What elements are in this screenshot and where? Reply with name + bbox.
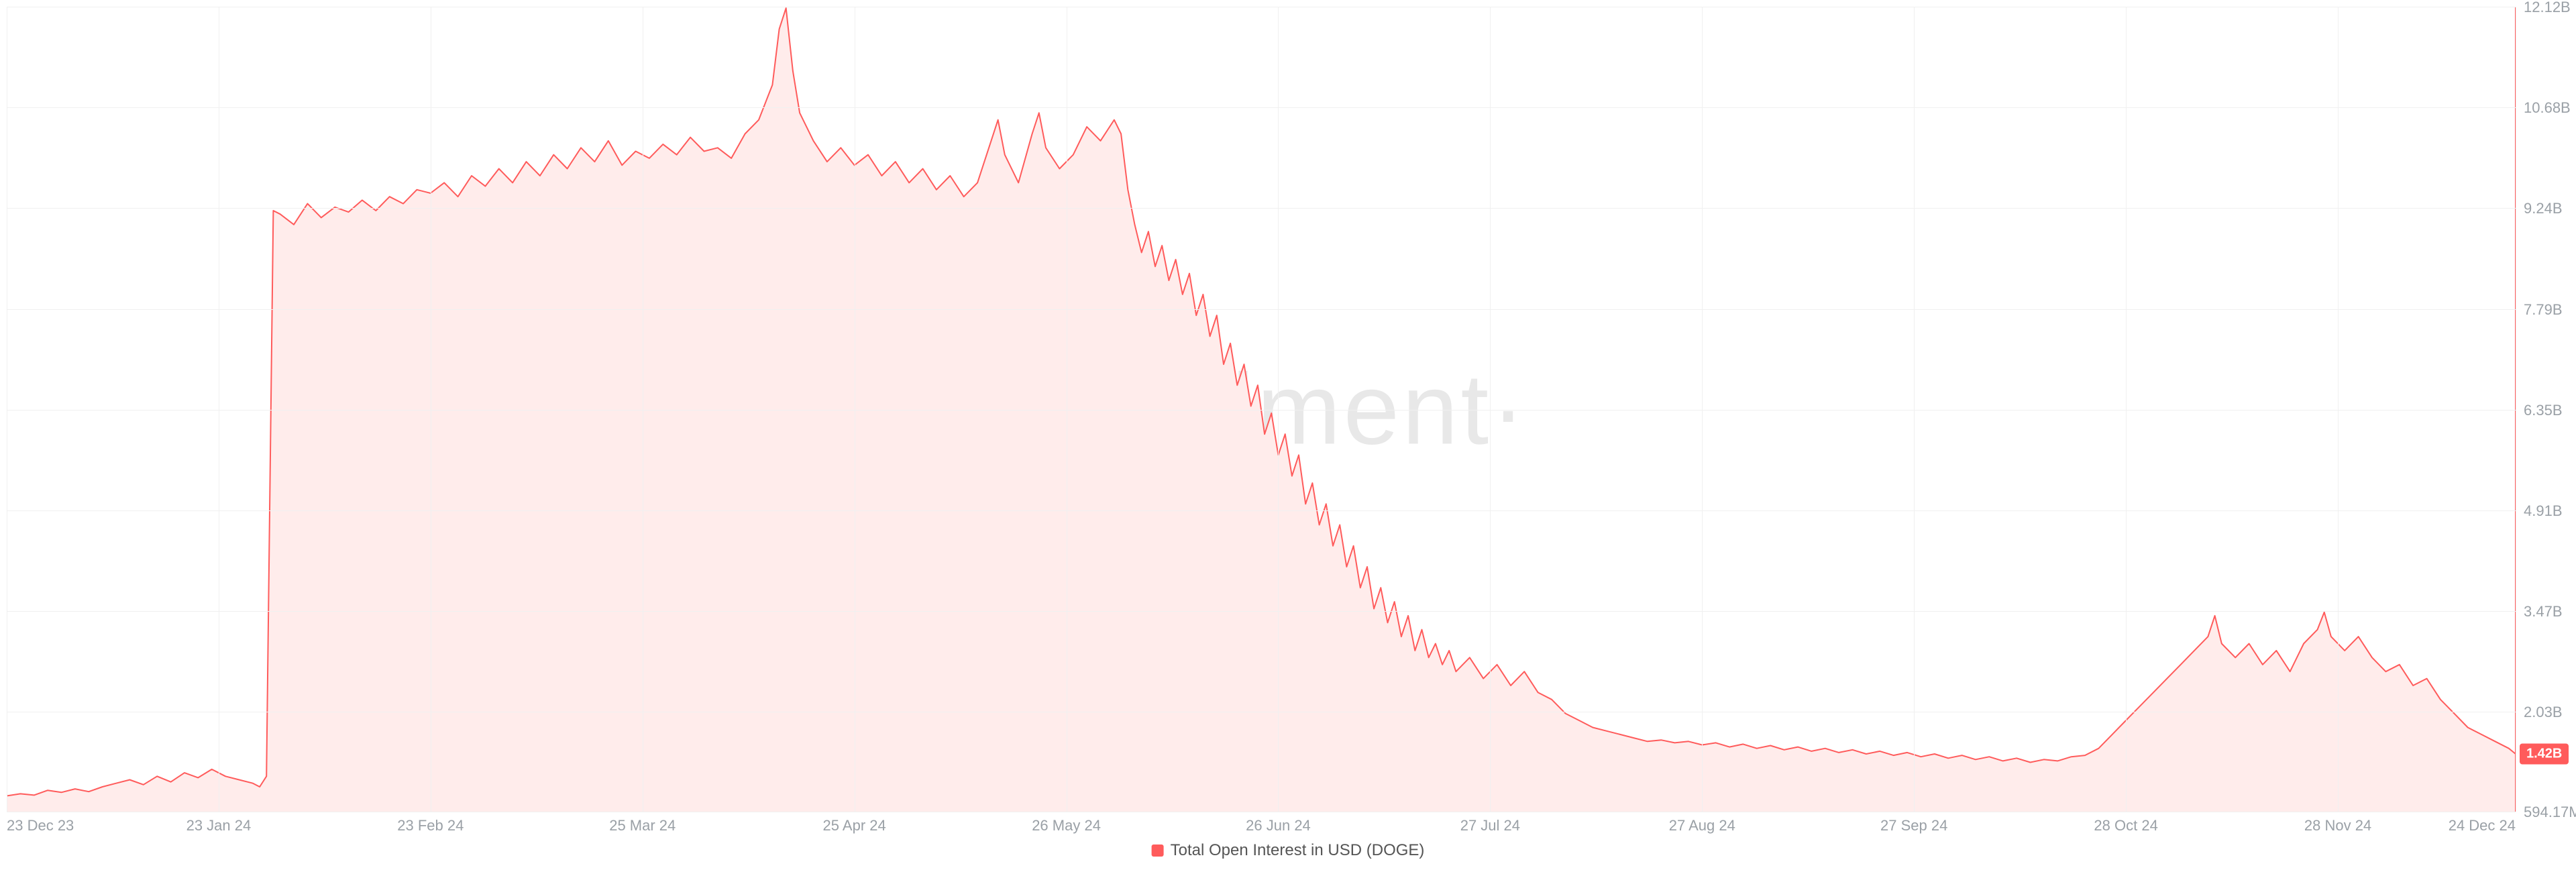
legend-swatch <box>1152 844 1164 857</box>
plot-area: ·santiment· 594.17M2.03B3.47B4.91B6.35B7… <box>7 7 2516 812</box>
grid-line-horizontal <box>7 107 2516 108</box>
x-tick-label: 25 Apr 24 <box>823 817 886 834</box>
grid-line-horizontal <box>7 208 2516 209</box>
y-tick-label: 7.79B <box>2524 301 2563 319</box>
x-tick-label: 26 May 24 <box>1032 817 1101 834</box>
x-tick-label: 27 Sep 24 <box>1880 817 1947 834</box>
chart-container: ·santiment· 594.17M2.03B3.47B4.91B6.35B7… <box>0 0 2576 872</box>
x-tick-label: 23 Feb 24 <box>397 817 464 834</box>
y-tick-label: 6.35B <box>2524 402 2563 419</box>
grid-line-vertical <box>1914 7 1915 812</box>
y-tick-label: 4.91B <box>2524 502 2563 520</box>
y-tick-label: 594.17M <box>2524 804 2576 821</box>
grid-line-vertical <box>2126 7 2127 812</box>
x-tick-label: 27 Jul 24 <box>1460 817 1520 834</box>
legend: Total Open Interest in USD (DOGE) <box>1152 841 1425 860</box>
grid-line-vertical <box>1278 7 1279 812</box>
grid-line-vertical <box>2338 7 2339 812</box>
y-tick-label: 10.68B <box>2524 99 2571 117</box>
y-tick-label: 12.12B <box>2524 0 2571 16</box>
x-tick-label: 25 Mar 24 <box>609 817 676 834</box>
grid-line-horizontal <box>7 309 2516 310</box>
x-tick-label: 27 Aug 24 <box>1669 817 1735 834</box>
x-tick-label: 23 Dec 23 <box>7 817 74 834</box>
y-tick-label: 9.24B <box>2524 200 2563 217</box>
grid-line-horizontal <box>7 510 2516 511</box>
grid-line-vertical <box>1490 7 1491 812</box>
grid-line-horizontal <box>7 410 2516 411</box>
y-tick-label: 2.03B <box>2524 704 2563 721</box>
current-value-badge: 1.42B <box>2520 744 2569 765</box>
grid-line-vertical <box>1702 7 1703 812</box>
x-tick-label: 28 Nov 24 <box>2304 817 2371 834</box>
x-tick-label: 26 Jun 24 <box>1246 817 1311 834</box>
x-tick-label: 28 Oct 24 <box>2094 817 2157 834</box>
legend-label: Total Open Interest in USD (DOGE) <box>1171 841 1425 860</box>
x-tick-label: 24 Dec 24 <box>2449 817 2516 834</box>
grid-line-horizontal <box>7 611 2516 612</box>
y-tick-label: 3.47B <box>2524 603 2563 620</box>
x-tick-label: 23 Jan 24 <box>186 817 252 834</box>
